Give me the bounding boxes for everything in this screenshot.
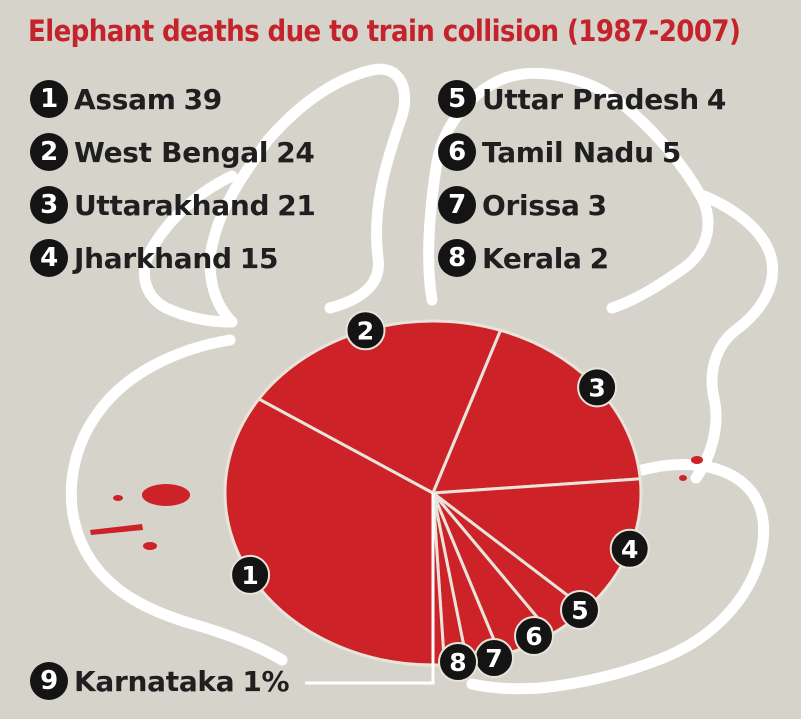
slice-marker-number: 5 xyxy=(571,596,588,625)
legend-number-badge: 6 xyxy=(438,133,476,171)
slice-marker-5: 5 xyxy=(560,590,600,630)
slice-marker-2: 2 xyxy=(345,310,386,351)
legend-number-badge: 8 xyxy=(438,239,476,277)
slice-marker-circle xyxy=(438,642,478,682)
legend-item-uttar-pradesh: 5 Uttar Pradesh 4 xyxy=(438,80,726,118)
legend-number-badge: 9 xyxy=(30,662,68,700)
legend-label: Tamil Nadu xyxy=(482,135,654,169)
legend-number-badge: 7 xyxy=(438,186,476,224)
legend-item-tamil-nadu: 6 Tamil Nadu 5 xyxy=(438,133,681,171)
legend-value: 2 xyxy=(589,241,609,275)
slice-marker-circle xyxy=(230,554,271,595)
legend-value: 24 xyxy=(276,135,315,169)
legend-value: 21 xyxy=(277,188,316,222)
slice-marker-circle xyxy=(609,528,650,569)
slice-marker-number: 7 xyxy=(485,644,502,673)
slice-marker-circle xyxy=(345,310,386,351)
legend-item-karnataka: 9 Karnataka 1% xyxy=(30,662,290,700)
slice-marker-circle xyxy=(560,590,600,630)
chart-title: Elephant deaths due to train collision (… xyxy=(28,14,741,48)
legend-label: Uttar Pradesh xyxy=(482,82,699,116)
legend-number-badge: 3 xyxy=(30,186,68,224)
slice-marker-number: 6 xyxy=(525,622,542,651)
legend-number-badge: 4 xyxy=(30,239,68,277)
legend-number-badge: 5 xyxy=(438,80,476,118)
slice-marker-number: 8 xyxy=(449,648,466,677)
legend-label: Jharkhand xyxy=(74,241,232,275)
legend-item-orissa: 7 Orissa 3 xyxy=(438,186,607,224)
legend-label: Karnataka xyxy=(74,664,235,698)
legend-value: 4 xyxy=(706,82,727,116)
legend-value: 15 xyxy=(239,241,279,275)
legend-number-badge: 1 xyxy=(30,80,68,118)
slice-marker-8: 8 xyxy=(438,642,478,682)
legend-label: Orissa xyxy=(482,188,580,222)
karnataka-leader xyxy=(305,493,435,685)
legend-label: Assam xyxy=(74,82,176,116)
india-map-outline xyxy=(65,63,779,695)
legend-item-jharkhand: 4 Jharkhand 15 xyxy=(30,239,278,277)
slice-marker-6: 6 xyxy=(514,616,554,656)
legend-label: Kerala xyxy=(482,241,582,275)
legend-item-kerala: 8 Kerala 2 xyxy=(438,239,609,277)
legend-label: Uttarakhand xyxy=(74,188,270,222)
slice-marker-circle xyxy=(514,616,554,656)
legend-item-west-bengal: 2 West Bengal 24 xyxy=(30,133,315,171)
karnataka-leader-line xyxy=(305,493,435,685)
slice-marker-circle xyxy=(577,367,618,408)
legend-label: West Bengal xyxy=(74,135,269,169)
slice-marker-number: 2 xyxy=(357,316,374,345)
slice-marker-1: 1 xyxy=(230,554,271,595)
legend-number-badge: 2 xyxy=(30,133,68,171)
map-islands xyxy=(90,456,703,550)
slice-marker-number: 1 xyxy=(241,561,258,590)
pie-slices xyxy=(223,319,643,667)
slice-marker-number: 3 xyxy=(588,373,605,402)
legend-value: 5 xyxy=(661,135,681,169)
legend-value: 39 xyxy=(183,82,223,116)
legend-item-uttarakhand: 3 Uttarakhand 21 xyxy=(30,186,316,224)
slice-marker-number: 4 xyxy=(621,535,638,564)
slice-marker-3: 3 xyxy=(577,367,618,408)
legend-item-assam: 1 Assam 39 xyxy=(30,80,222,118)
legend-value: 1% xyxy=(242,664,290,698)
slice-marker-7: 7 xyxy=(474,638,514,678)
slice-marker-4: 4 xyxy=(609,528,650,569)
legend-value: 3 xyxy=(587,188,607,222)
